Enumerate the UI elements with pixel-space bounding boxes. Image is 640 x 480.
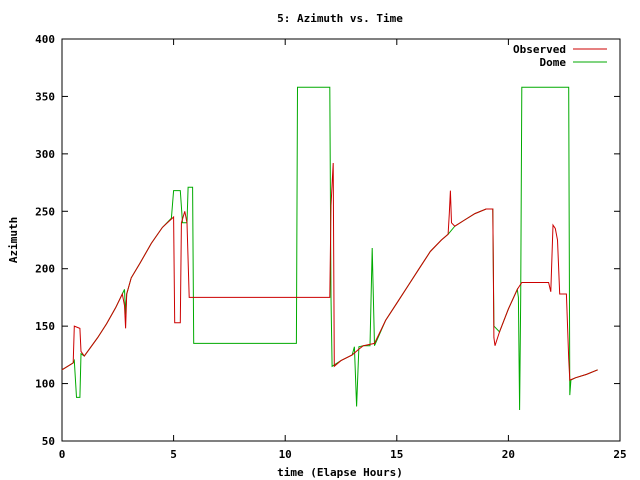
series-line-dome <box>61 86 598 411</box>
y-tick-label: 400 <box>35 33 55 46</box>
y-tick-label: 50 <box>42 435 55 448</box>
y-tick-label: 350 <box>35 90 55 103</box>
y-tick-label: 250 <box>35 205 55 218</box>
legend-label-observed: Observed <box>513 43 566 56</box>
y-tick-label: 150 <box>35 320 55 333</box>
series-line-observed <box>61 162 598 381</box>
x-tick-label: 5 <box>170 448 177 461</box>
y-tick-label: 300 <box>35 148 55 161</box>
legend-label-dome: Dome <box>540 56 567 69</box>
x-tick-label: 15 <box>390 448 403 461</box>
x-tick-label: 10 <box>279 448 292 461</box>
x-tick-label: 20 <box>502 448 515 461</box>
x-tick-label: 25 <box>613 448 626 461</box>
series-lines <box>61 86 598 411</box>
y-tick-label: 100 <box>35 378 55 391</box>
y-tick-label: 200 <box>35 263 55 276</box>
chart-title: 5: Azimuth vs. Time <box>277 12 403 25</box>
x-axis-label: time (Elapse Hours) <box>277 466 403 479</box>
axis-ticks: 0 5 10 15 20 25 50 100 150 200 250 300 350 400 <box>35 33 627 461</box>
y-axis-label: Azimuth <box>7 217 20 263</box>
x-tick-label: 0 <box>59 448 66 461</box>
plot-frame <box>61 38 621 442</box>
